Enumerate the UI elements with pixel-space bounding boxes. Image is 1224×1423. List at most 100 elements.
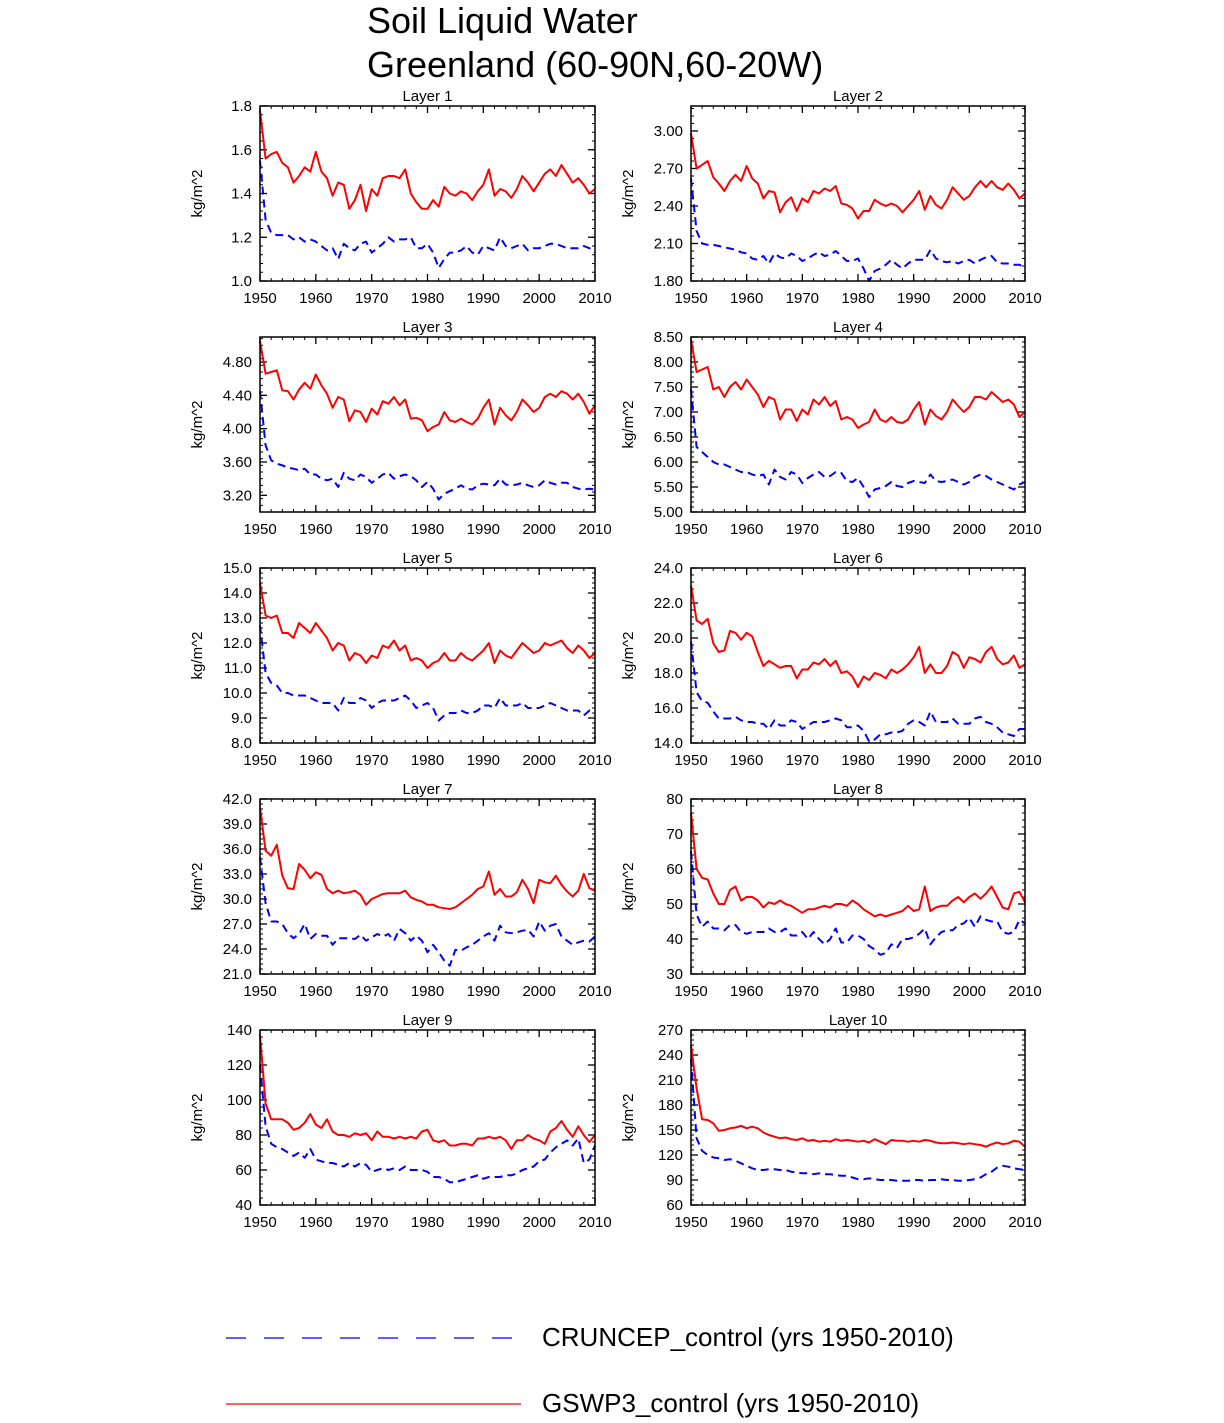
y-tick-label: 18.0: [654, 665, 683, 682]
y-tick-label: 1.2: [231, 229, 252, 246]
series-line-gswp3: [690, 1044, 1026, 1148]
y-tick-label: 240: [658, 1047, 683, 1064]
y-axis-label: kg/m^2: [620, 863, 637, 911]
series-line-cruncep: [690, 178, 1026, 282]
x-tick-label: 1960: [299, 521, 332, 538]
x-tick-label: 1990: [467, 290, 500, 307]
y-tick-label: 13.0: [223, 610, 252, 627]
x-tick-label: 2000: [522, 521, 555, 538]
x-tick-label: 1990: [897, 752, 930, 769]
x-tick-label: 2000: [953, 752, 986, 769]
y-tick-label: 40: [235, 1197, 252, 1214]
panel-layer-9: Layer 9 kg/m^2 1950 1960 1970 1980 1990 2000 201…: [189, 1012, 612, 1231]
y-tick-label: 80: [666, 791, 683, 808]
x-tick-label: 1980: [411, 752, 444, 769]
y-tick-label: 180: [658, 1097, 683, 1114]
y-axis-label: kg/m^2: [189, 1094, 206, 1142]
y-tick-label: 24.0: [223, 941, 252, 958]
plot-frame: [690, 567, 1026, 744]
x-tick-label: 1970: [786, 521, 819, 538]
series-line-gswp3: [259, 1035, 596, 1150]
y-tick-label: 7.50: [654, 379, 683, 396]
chart-title-line1: Soil Liquid Water: [367, 0, 638, 41]
y-tick-label: 24.0: [654, 560, 683, 577]
y-tick-label: 120: [227, 1057, 252, 1074]
y-tick-label: 3.60: [223, 454, 252, 471]
y-tick-label: 20.0: [654, 630, 683, 647]
panel-title: Layer 2: [833, 88, 883, 105]
chart-title-line2: Greenland (60-90N,60-20W): [367, 44, 824, 85]
panel-title: Layer 7: [402, 781, 452, 798]
x-tick-label: 1950: [243, 752, 276, 769]
y-tick-label: 12.0: [223, 635, 252, 652]
panel-layer-3: Layer 3 kg/m^2 1950 1960 1970 1980 1990 2000 201…: [189, 319, 612, 538]
y-axis-label: kg/m^2: [620, 401, 637, 449]
x-tick-label: 2000: [953, 290, 986, 307]
y-tick-label: 3.00: [654, 123, 683, 140]
x-tick-label: 2000: [953, 521, 986, 538]
x-tick-label: 1960: [730, 290, 763, 307]
panel-layer-4: Layer 4 kg/m^2 1950 1960 1970 1980 1990 2000 201…: [620, 319, 1042, 538]
legend-entry-cruncep: CRUNCEP_control (yrs 1950-2010): [226, 1317, 1026, 1357]
panel-layer-6: Layer 6 kg/m^2 1950 1960 1970 1980 1990 2000 201…: [620, 550, 1042, 769]
panel-title: Layer 3: [402, 319, 452, 336]
x-tick-label: 1960: [730, 521, 763, 538]
y-tick-label: 60: [666, 1197, 683, 1214]
series-line-cruncep: [690, 851, 1026, 956]
y-tick-label: 14.0: [654, 735, 683, 752]
y-tick-label: 30.0: [223, 891, 252, 908]
x-tick-label: 1970: [786, 290, 819, 307]
y-tick-label: 5.00: [654, 504, 683, 521]
series-line-cruncep: [259, 391, 596, 501]
y-tick-label: 42.0: [223, 791, 252, 808]
x-tick-label: 1950: [243, 983, 276, 1000]
x-tick-label: 1980: [841, 983, 874, 1000]
y-tick-label: 150: [658, 1122, 683, 1139]
legend-label-gswp3: GSWP3_control (yrs 1950-2010): [542, 1388, 920, 1418]
y-axis-label: kg/m^2: [189, 170, 206, 218]
panel-layer-8: Layer 8 kg/m^2 1950 1960 1970 1980 1990 2000 201…: [620, 781, 1042, 1000]
y-tick-label: 1.6: [231, 142, 252, 159]
series-line-cruncep: [259, 1064, 596, 1184]
plot-frame: [690, 1029, 1026, 1206]
series-line-cruncep: [259, 160, 596, 269]
y-tick-label: 60: [666, 861, 683, 878]
y-tick-label: 8.50: [654, 329, 683, 346]
series-line-cruncep: [690, 389, 1026, 498]
panel-title: Layer 5: [402, 550, 452, 567]
chart-grid: Layer 1 kg/m^2 1950 1960 1970 1980 1990 2000 201…: [189, 88, 1042, 1231]
x-tick-label: 1980: [411, 290, 444, 307]
y-tick-label: 6.00: [654, 454, 683, 471]
legend-swatch-cruncep: [226, 1337, 521, 1339]
y-axis-label: kg/m^2: [620, 632, 637, 680]
x-tick-label: 1980: [411, 983, 444, 1000]
y-tick-label: 1.80: [654, 273, 683, 290]
y-tick-label: 1.0: [231, 273, 252, 290]
panel-layer-10: Layer 10 kg/m^2 1950 1960 1970 1980 1990 2000 20…: [620, 1012, 1042, 1231]
panel-title: Layer 8: [833, 781, 883, 798]
series-line-cruncep: [690, 641, 1025, 743]
y-tick-label: 100: [227, 1092, 252, 1109]
x-tick-label: 1970: [355, 521, 388, 538]
y-axis-label: kg/m^2: [620, 170, 637, 218]
series-line-gswp3: [259, 341, 596, 433]
panel-layer-7: Layer 7 kg/m^2 1950 1960 1970 1980 1990 2000 201…: [189, 781, 612, 1000]
x-tick-label: 2010: [1008, 290, 1041, 307]
y-tick-label: 90: [666, 1172, 683, 1189]
x-tick-label: 2000: [522, 983, 555, 1000]
series-line-gswp3: [690, 133, 1026, 220]
series-line-gswp3: [259, 807, 596, 910]
x-tick-label: 2010: [1008, 752, 1041, 769]
y-tick-label: 30: [666, 966, 683, 983]
x-tick-label: 1990: [467, 521, 500, 538]
x-tick-label: 1980: [841, 290, 874, 307]
plot-frame: [259, 798, 596, 975]
y-axis-label: kg/m^2: [620, 1094, 637, 1142]
x-tick-label: 1950: [674, 752, 707, 769]
y-tick-label: 27.0: [223, 916, 252, 933]
legend-label-cruncep: CRUNCEP_control (yrs 1950-2010): [542, 1322, 954, 1352]
y-tick-label: 140: [227, 1022, 252, 1039]
x-tick-label: 1970: [786, 752, 819, 769]
x-tick-label: 1950: [674, 521, 707, 538]
x-tick-label: 1970: [786, 1214, 819, 1231]
